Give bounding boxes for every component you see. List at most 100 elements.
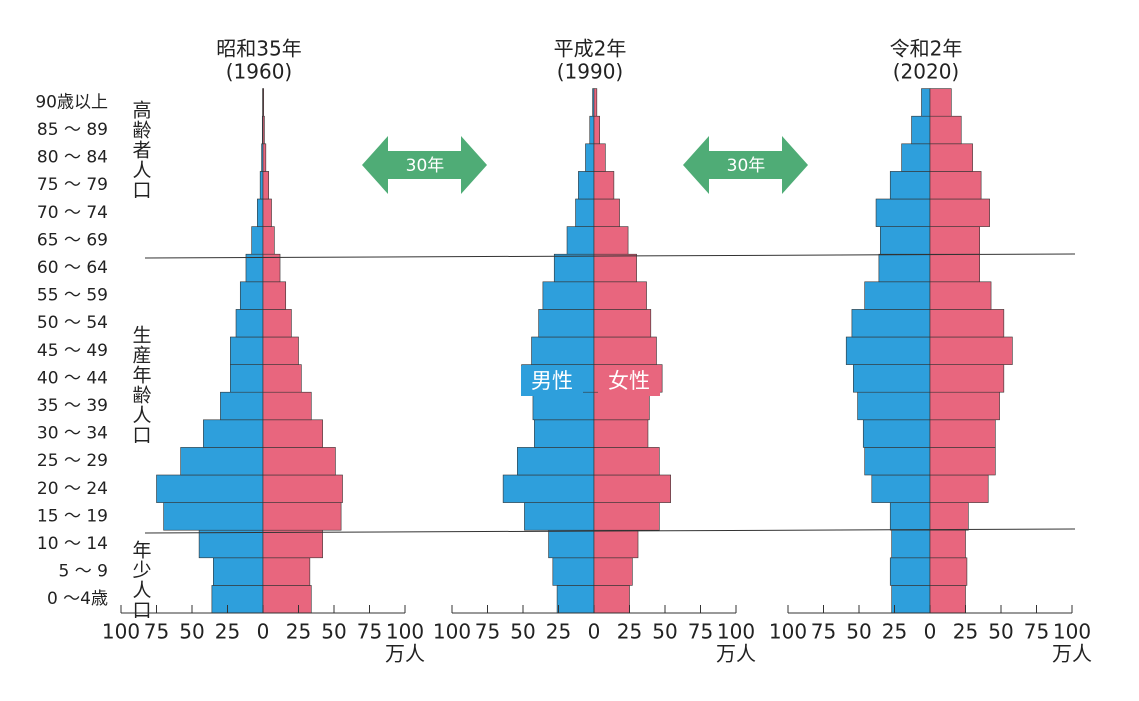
female-bar (262, 226, 275, 255)
female-bar (929, 391, 1000, 421)
y-tick-label: 80 ～ 84 (37, 148, 108, 168)
male-bar (589, 115, 595, 145)
y-tick-label: 25 ～ 29 (37, 451, 108, 471)
x-tick-label: 75 (811, 620, 836, 644)
male-bar (180, 447, 264, 476)
male-bar (891, 529, 931, 559)
x-tick-label: 25 (617, 620, 642, 644)
x-tick-label: 50 (510, 620, 535, 644)
y-tick-label: 30 ～ 34 (37, 424, 108, 444)
male-bar (531, 336, 595, 365)
male-bar (220, 391, 264, 421)
female-bar (929, 88, 952, 117)
male-bar (198, 529, 264, 559)
female-bar (262, 557, 311, 586)
male-bar (901, 143, 931, 172)
x-tick-label: 25 (953, 620, 978, 644)
male-bar (585, 143, 595, 172)
female-bar (593, 281, 647, 310)
chart-title: 平成2年 (554, 37, 627, 61)
female-bar (929, 447, 996, 476)
male-bar (245, 253, 264, 283)
male-bar (871, 474, 931, 503)
male-bar (879, 226, 931, 255)
male-bar (163, 502, 264, 531)
female-bar (929, 529, 966, 559)
female-bar (593, 585, 630, 614)
male-bar (891, 585, 931, 614)
x-tick-label: 50 (179, 620, 204, 644)
female-bar (593, 88, 598, 117)
female-bar (929, 171, 982, 200)
male-bar (864, 447, 931, 476)
female-bar (262, 171, 269, 200)
y-tick-label: 75 ～ 79 (37, 175, 108, 195)
female-bar (593, 447, 660, 476)
x-tick-label: 100 (1053, 620, 1091, 644)
female-bar (262, 447, 336, 476)
female-bar (593, 391, 650, 421)
female-bar (593, 474, 671, 503)
male-bar (862, 419, 931, 448)
male-bar (257, 198, 264, 227)
male-bar (203, 419, 264, 448)
x-tick-label: 100 (717, 620, 755, 644)
female-bar (929, 115, 962, 145)
male-bar (875, 198, 931, 227)
male-bar (213, 557, 264, 586)
female-bar (262, 88, 265, 117)
group-label: 年少人口 (130, 540, 152, 620)
interval-label: 30年 (406, 156, 445, 176)
x-tick-label: 75 (688, 620, 713, 644)
male-bar (235, 309, 264, 338)
female-bar (929, 419, 996, 448)
female-bar (929, 474, 989, 503)
male-bar (532, 391, 595, 421)
male-bar (566, 226, 595, 255)
chart-title: 昭和35年 (216, 37, 301, 61)
legend-box (521, 366, 583, 396)
male-bar (534, 419, 595, 448)
group-label: 高齢者人口 (130, 100, 152, 200)
chart-subtitle: (1990) (557, 60, 624, 84)
x-tick-label: 100 (102, 620, 140, 644)
y-tick-label: 60 ～ 64 (37, 258, 108, 278)
male-bar (542, 281, 595, 310)
female-bar (929, 281, 992, 310)
female-bar (593, 502, 660, 531)
y-tick-label: 55 ～ 59 (37, 286, 108, 306)
x-tick-label: 0 (257, 620, 270, 644)
male-bar (556, 585, 595, 614)
x-tick-label: 25 (215, 620, 240, 644)
legend-item: 男性 (521, 366, 583, 396)
male-bar (517, 447, 595, 476)
female-bar (929, 253, 981, 283)
x-tick-label: 75 (475, 620, 500, 644)
male-bar (538, 309, 595, 338)
male-bar (864, 281, 931, 310)
group-divider (144, 528, 1076, 534)
x-tick-label: 50 (652, 620, 677, 644)
male-bar (259, 171, 264, 200)
male-bar (578, 171, 595, 200)
male-bar (239, 281, 264, 310)
female-bar (262, 115, 265, 145)
female-bar (262, 253, 281, 283)
y-tick-label: 35 ～ 39 (37, 396, 108, 416)
female-bar (593, 419, 649, 448)
female-bar (262, 419, 323, 448)
female-bar (262, 529, 323, 559)
female-bar (262, 281, 287, 310)
x-tick-label: 50 (321, 620, 346, 644)
chart-subtitle: (2020) (893, 60, 960, 84)
y-tick-label: 5 ～ 9 (59, 562, 108, 582)
female-bar (262, 143, 267, 172)
female-bar (262, 474, 343, 503)
legend-label: 女性 (608, 369, 650, 393)
x-tick-label: 50 (988, 620, 1013, 644)
female-bar (593, 309, 652, 338)
female-bar (593, 529, 639, 559)
female-bar (593, 171, 615, 200)
male-bar (553, 253, 595, 283)
x-tick-label: 0 (924, 620, 937, 644)
